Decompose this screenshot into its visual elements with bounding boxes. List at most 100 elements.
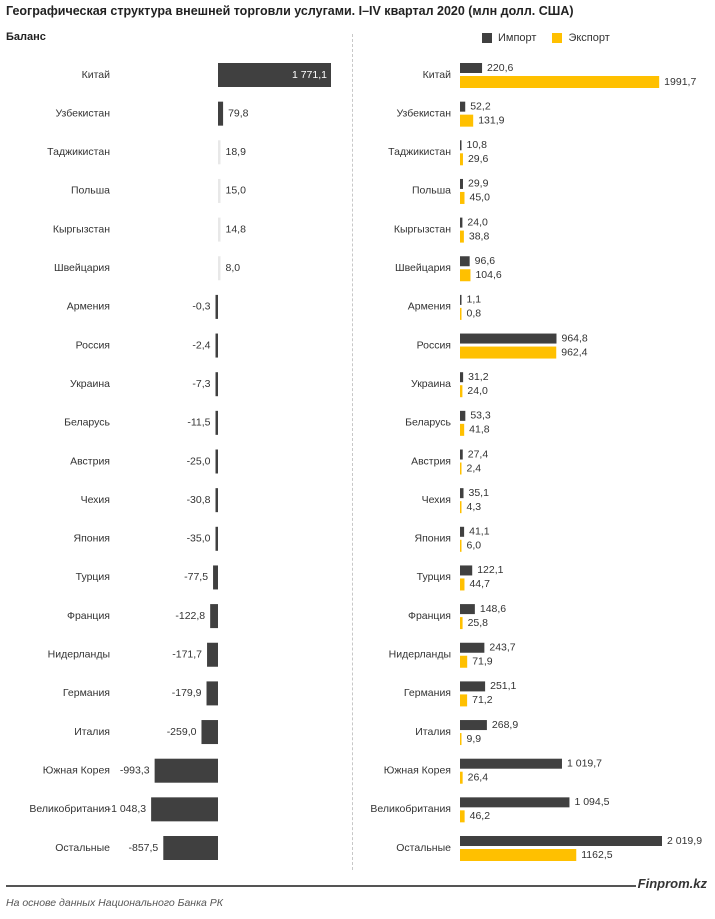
trade-category-label-япония: Япония [415,533,451,545]
export-value-германия: 71,2 [472,694,493,706]
export-value-швейцария: 104,6 [475,269,501,281]
export-bar-армения [460,307,462,320]
balance-bar-узбекистан [218,101,224,126]
balance-bar-германия [206,681,218,706]
balance-bar-армения [215,294,218,319]
import-value-франция: 148,6 [480,603,506,615]
footer-rule [6,885,636,887]
balance-bar-китай [218,63,331,87]
balance-value-китай: 1 771,1 [292,69,327,81]
balance-bar-россия [215,333,218,358]
import-value-китай: 220,6 [487,62,513,74]
balance-value-швейцария: 8,0 [226,262,241,274]
legend-item-import: Импорт [482,32,536,44]
balance-value-австрия: -25,0 [187,455,211,467]
balance-category-label-китай: Китай [82,69,111,81]
import-bar-узбекистан [460,101,466,112]
import-bar-австрия [460,449,463,460]
export-value-нидерланды: 71,9 [472,656,493,668]
import-bar-чехия [460,488,464,499]
import-value-германия: 251,1 [490,680,516,692]
balance-value-узбекистан: 79,8 [228,107,249,119]
import-bar-китай [460,63,483,73]
balance-value-украина: -7,3 [192,378,210,390]
legend-swatch-import [482,33,492,43]
balance-value-нидерланды: -171,7 [172,649,202,661]
balance-category-label-россия: Россия [76,339,110,351]
export-bar-турция [460,578,465,591]
balance-bar-кыргызстан [218,217,221,242]
balance-value-армения: -0,3 [192,301,210,313]
export-bar-франция [460,617,463,630]
import-value-швейцария: 96,6 [475,255,496,267]
export-value-южная-корея: 26,4 [468,771,489,783]
export-value-япония: 6,0 [467,540,482,552]
trade-category-label-армения: Армения [408,301,451,313]
balance-value-турция: -77,5 [184,571,208,583]
trade-category-label-франция: Франция [408,610,451,622]
export-bar-украина [460,385,463,398]
import-bar-турция [460,565,473,576]
trade-category-label-нидерланды: Нидерланды [389,649,451,661]
import-value-турция: 122,1 [477,564,503,576]
balance-value-германия: -179,9 [172,687,202,699]
trade-category-label-турция: Турция [417,571,451,583]
balance-value-остальные: -857,5 [129,842,159,854]
export-value-кыргызстан: 38,8 [469,230,490,242]
balance-category-label-австрия: Австрия [70,455,110,467]
balance-category-label-чехия: Чехия [81,494,110,506]
balance-value-южная-корея: -993,3 [120,764,150,776]
trade-category-label-узбекистан: Узбекистан [396,107,451,119]
balance-value-великобритания: -1 048,3 [108,803,147,815]
export-value-россия: 962,4 [561,346,587,358]
export-bar-беларусь [460,423,465,436]
balance-bar-остальные [163,836,218,860]
balance-category-label-польша: Польша [71,185,110,197]
balance-value-чехия: -30,8 [187,494,211,506]
export-bar-великобритания [460,810,465,823]
import-value-остальные: 2 019,9 [667,835,702,847]
import-bar-япония [460,526,465,537]
balance-value-беларусь: -11,5 [187,417,210,429]
balance-value-россия: -2,4 [192,339,210,351]
import-bar-россия [460,333,557,344]
balance-category-label-германия: Германия [63,687,110,699]
import-value-кыргызстан: 24,0 [467,216,488,228]
export-value-остальные: 1162,5 [581,849,612,861]
trade-category-label-австрия: Австрия [411,455,451,467]
import-value-великобритания: 1 094,5 [574,796,609,808]
export-bar-кыргызстан [460,230,464,243]
export-bar-россия [460,346,557,359]
trade-category-label-остальные: Остальные [396,842,451,854]
export-bar-остальные [460,849,577,861]
import-bar-франция [460,604,475,615]
export-bar-китай [460,76,660,88]
trade-category-label-южная-корея: Южная Корея [384,764,451,776]
export-bar-австрия [460,462,462,475]
balance-bar-южная-корея [154,758,218,783]
export-bar-италия [460,733,462,746]
legend: Импорт Экспорт [482,31,626,45]
import-bar-польша [460,178,463,189]
balance-bar-швейцария [218,256,221,281]
export-bar-нидерланды [460,655,468,668]
trade-category-label-таджикистан: Таджикистан [388,146,451,158]
balance-category-label-франция: Франция [67,610,110,622]
balance-category-label-узбекистан: Узбекистан [55,107,110,119]
balance-category-label-нидерланды: Нидерланды [48,649,110,661]
trade-category-label-кыргызстан: Кыргызстан [394,223,451,235]
trade-category-label-беларусь: Беларусь [405,417,451,429]
balance-bar-нидерланды [207,642,218,667]
export-value-беларусь: 41,8 [469,424,490,436]
import-value-италия: 268,9 [492,719,518,731]
import-value-таджикистан: 10,8 [467,139,488,151]
balance-bar-украина [215,372,218,397]
panel-divider [352,34,353,870]
import-bar-остальные [460,836,662,846]
balance-value-кыргызстан: 14,8 [226,223,247,235]
import-bar-украина [460,372,464,383]
export-bar-швейцария [460,269,471,282]
export-value-армения: 0,8 [467,308,482,320]
export-bar-япония [460,539,462,552]
